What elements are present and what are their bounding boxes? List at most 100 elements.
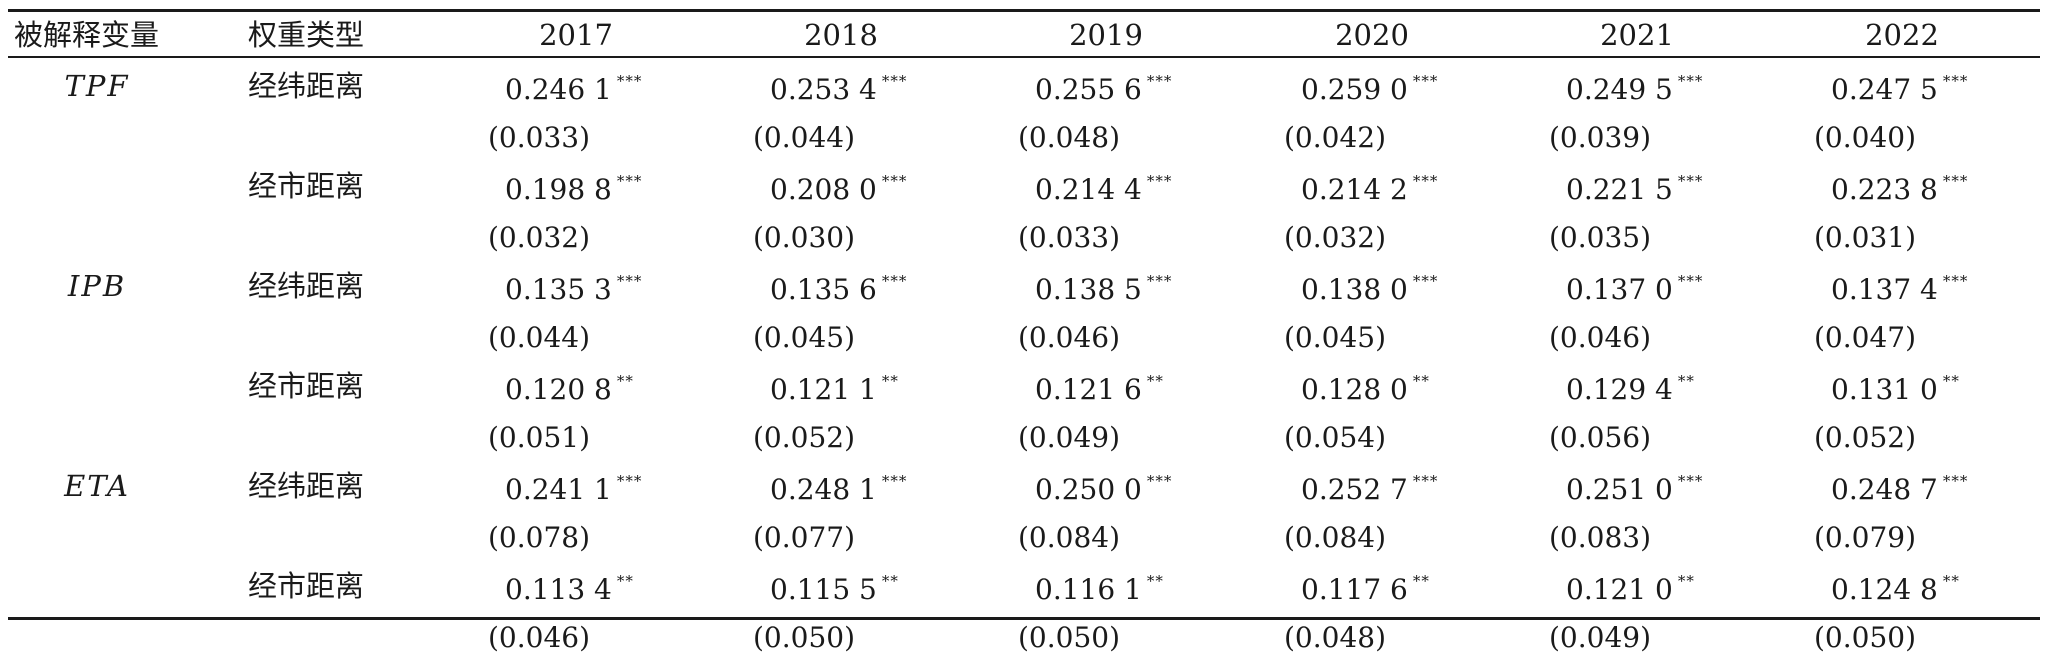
significance-stars: *** [1942,72,1969,90]
coefficient-cell: 0.121 6 ** [1035,374,1164,404]
significance-stars: *** [1942,472,1969,490]
coefficient-value: 0.128 0 [1301,373,1408,406]
significance-stars: ** [881,572,899,590]
significance-stars: ** [1942,372,1960,390]
coefficient-cell: 0.135 3 *** [505,274,642,304]
coefficient-cell: 0.250 0 *** [1035,474,1172,504]
standard-error-cell: (0.078) [488,521,591,554]
coefficient-value: 0.223 8 [1831,173,1938,206]
significance-stars: *** [1412,472,1439,490]
coefficient-cell: 0.249 5 *** [1566,74,1703,104]
coefficient-cell: 0.129 4 ** [1566,374,1695,404]
coefficient-cell: 0.214 4 *** [1035,174,1172,204]
coefficient-value: 0.113 4 [505,573,612,606]
coefficient-cell: 0.113 4 ** [505,574,634,604]
standard-error-cell: (0.046) [1549,321,1652,354]
standard-error-cell: (0.083) [1549,521,1652,554]
significance-stars: *** [1412,272,1439,290]
significance-stars: *** [1677,72,1704,90]
coefficient-value: 0.250 0 [1035,473,1142,506]
significance-stars: ** [1412,372,1430,390]
standard-error-cell: (0.044) [488,321,591,354]
coefficient-value: 0.253 4 [770,73,877,106]
coefficient-value: 0.249 5 [1566,73,1673,106]
coefficient-cell: 0.115 5 ** [770,574,899,604]
variable-label: IPB [67,269,127,303]
coefficient-value: 0.214 4 [1035,173,1142,206]
significance-stars: *** [616,72,643,90]
significance-stars: ** [616,572,634,590]
coefficient-cell: 0.137 0 *** [1566,274,1703,304]
header-year-2020: 2020 [1335,18,1409,52]
significance-stars: *** [1677,272,1704,290]
significance-stars: *** [616,272,643,290]
significance-stars: *** [881,72,908,90]
weight-type-label: 经市距离 [248,169,365,203]
standard-error-cell: (0.046) [488,621,591,654]
coefficient-cell: 0.121 1 ** [770,374,899,404]
header-dependent-variable: 被解释变量 [14,18,160,52]
coefficient-value: 0.116 1 [1035,573,1142,606]
coefficient-cell: 0.120 8 ** [505,374,634,404]
coefficient-value: 0.121 0 [1566,573,1673,606]
coefficient-cell: 0.253 4 *** [770,74,907,104]
header-year-2017: 2017 [539,18,613,52]
significance-stars: ** [1942,572,1960,590]
significance-stars: *** [881,272,908,290]
coefficient-value: 0.115 5 [770,573,877,606]
coefficient-value: 0.208 0 [770,173,877,206]
standard-error-cell: (0.033) [488,121,591,154]
significance-stars: ** [1677,572,1695,590]
standard-error-cell: (0.032) [1284,221,1387,254]
significance-stars: *** [1677,472,1704,490]
weight-type-label: 经纬距离 [248,469,365,503]
coefficient-value: 0.259 0 [1301,73,1408,106]
coefficient-cell: 0.135 6 *** [770,274,907,304]
standard-error-cell: (0.050) [1018,621,1121,654]
coefficient-cell: 0.208 0 *** [770,174,907,204]
coefficient-cell: 0.128 0 ** [1301,374,1430,404]
standard-error-cell: (0.050) [753,621,856,654]
coefficient-cell: 0.214 2 *** [1301,174,1438,204]
coefficient-value: 0.137 4 [1831,273,1938,306]
coefficient-value: 0.138 5 [1035,273,1142,306]
coefficient-cell: 0.247 5 *** [1831,74,1968,104]
standard-error-cell: (0.056) [1549,421,1652,454]
coefficient-value: 0.129 4 [1566,373,1673,406]
standard-error-cell: (0.048) [1018,121,1121,154]
coefficient-cell: 0.252 7 *** [1301,474,1438,504]
bottom-rule [8,617,2040,620]
significance-stars: *** [1146,472,1173,490]
standard-error-cell: (0.084) [1284,521,1387,554]
header-rule [8,56,2040,58]
significance-stars: *** [616,172,643,190]
header-year-2018: 2018 [804,18,878,52]
significance-stars: *** [1412,172,1439,190]
coefficient-cell: 0.248 1 *** [770,474,907,504]
coefficient-value: 0.138 0 [1301,273,1408,306]
variable-label: TPF [64,69,130,103]
header-year-2021: 2021 [1600,18,1674,52]
standard-error-cell: (0.050) [1814,621,1917,654]
coefficient-cell: 0.117 6 ** [1301,574,1430,604]
significance-stars: *** [1146,72,1173,90]
standard-error-cell: (0.046) [1018,321,1121,354]
coefficient-cell: 0.223 8 *** [1831,174,1968,204]
coefficient-cell: 0.121 0 ** [1566,574,1695,604]
coefficient-value: 0.117 6 [1301,573,1408,606]
standard-error-cell: (0.054) [1284,421,1387,454]
coefficient-value: 0.255 6 [1035,73,1142,106]
standard-error-cell: (0.084) [1018,521,1121,554]
significance-stars: *** [1942,172,1969,190]
coefficient-cell: 0.221 5 *** [1566,174,1703,204]
coefficient-cell: 0.131 0 ** [1831,374,1960,404]
standard-error-cell: (0.045) [753,321,856,354]
significance-stars: *** [1942,272,1969,290]
significance-stars: *** [881,472,908,490]
standard-error-cell: (0.044) [753,121,856,154]
header-weight-type: 权重类型 [248,18,365,52]
coefficient-cell: 0.259 0 *** [1301,74,1438,104]
coefficient-value: 0.198 8 [505,173,612,206]
coefficient-value: 0.135 3 [505,273,612,306]
significance-stars: *** [1146,172,1173,190]
